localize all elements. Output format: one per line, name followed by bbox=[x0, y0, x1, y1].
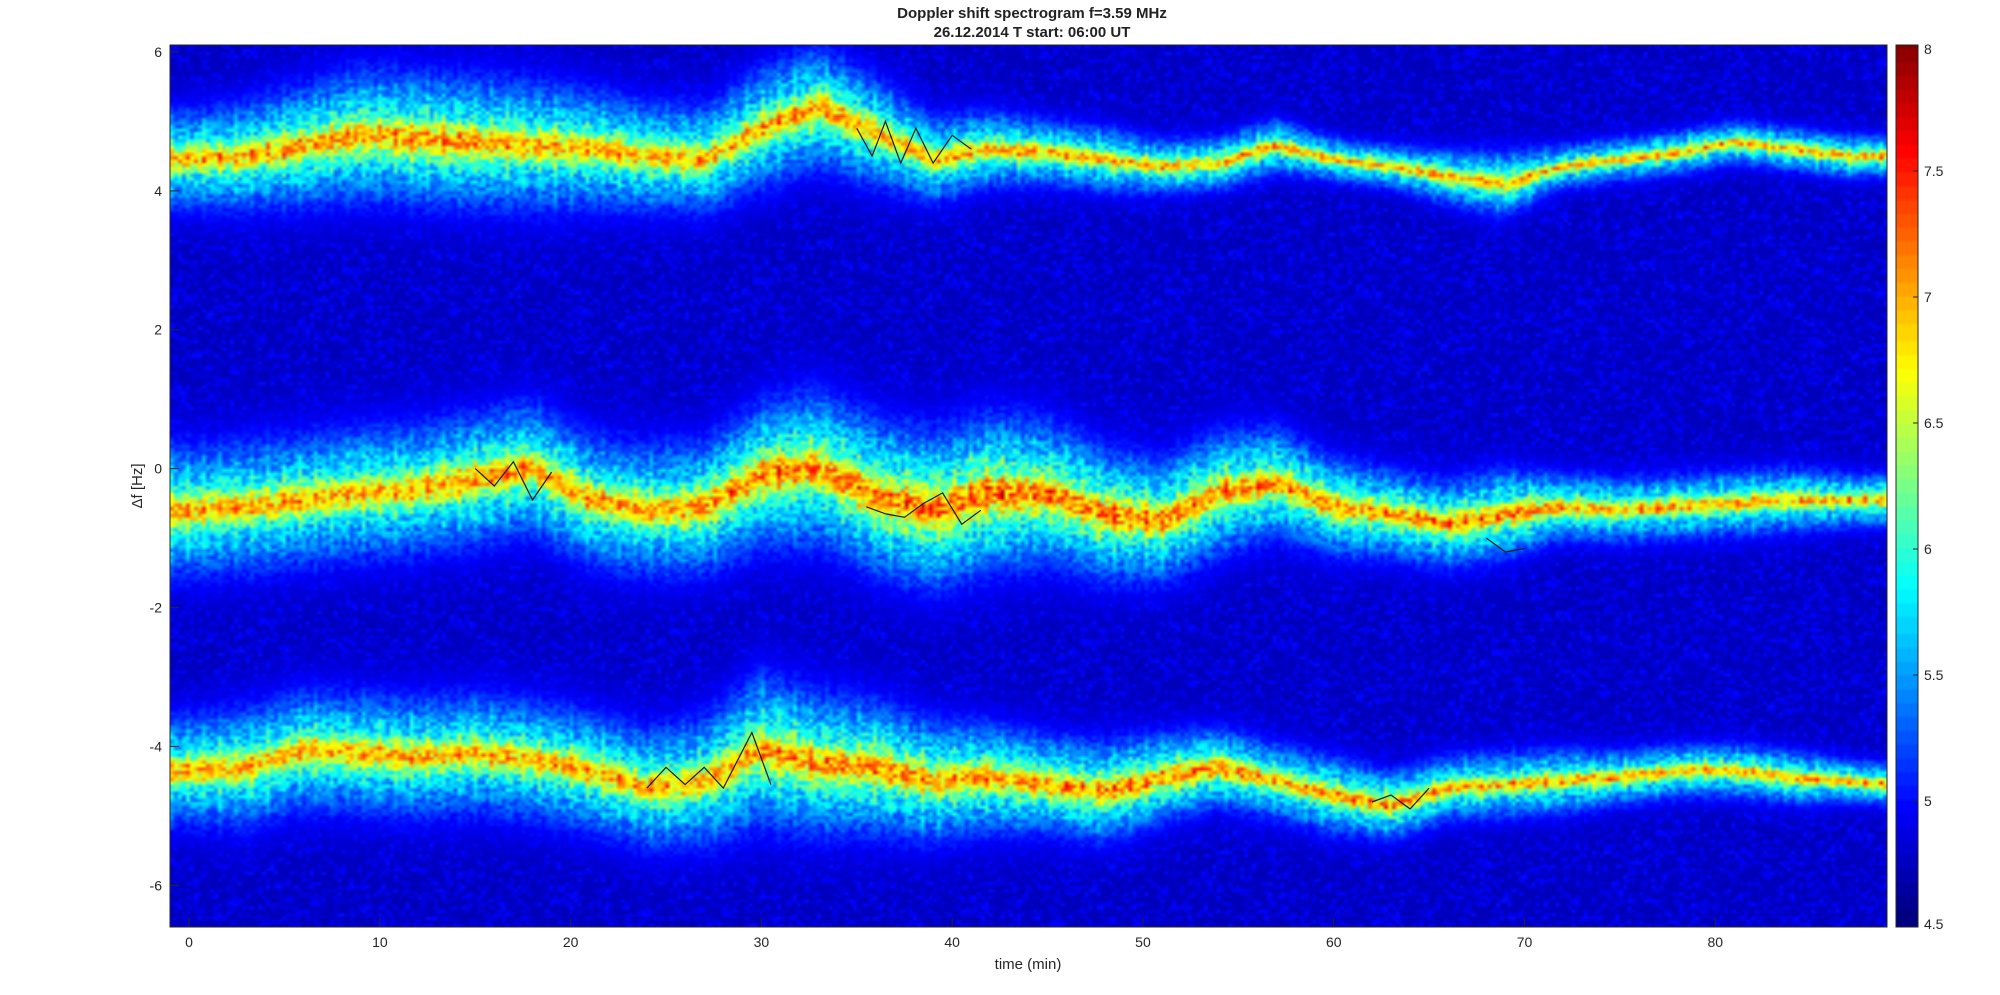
x-tick-label: 50 bbox=[1135, 934, 1151, 950]
colorbar-gradient bbox=[1896, 45, 1918, 927]
y-tick-label: 6 bbox=[154, 44, 162, 60]
x-tick-label: 10 bbox=[372, 934, 388, 950]
colorbar-tick-label: 8 bbox=[1924, 41, 1932, 57]
tracked-trace-2 bbox=[866, 492, 982, 526]
x-tick-label: 80 bbox=[1708, 934, 1724, 950]
y-tick-label: 0 bbox=[154, 461, 162, 477]
x-tick-label: 40 bbox=[944, 934, 960, 950]
y-tick-label: 4 bbox=[154, 183, 162, 199]
tracked-trace-1 bbox=[474, 460, 553, 502]
colorbar-tick-label: 7 bbox=[1924, 289, 1932, 305]
tracked-trace-5 bbox=[1371, 787, 1430, 810]
colorbar-frame bbox=[1895, 44, 1919, 928]
plot-frame bbox=[169, 44, 1888, 928]
x-axis: 0 10 20 30 40 50 60 70 80 bbox=[185, 918, 1723, 950]
colorbar-tick-label: 6 bbox=[1924, 541, 1932, 557]
x-axis-label: time (min) bbox=[995, 956, 1062, 973]
colorbar-tick-label: 5.5 bbox=[1924, 667, 1944, 683]
y-tick-label: 2 bbox=[154, 322, 162, 338]
plot-area bbox=[169, 44, 1888, 928]
colorbar-tick-label: 4.5 bbox=[1924, 916, 1944, 932]
tracked-trace-3 bbox=[1486, 537, 1525, 553]
x-tick-label: 60 bbox=[1326, 934, 1342, 950]
spectrogram-heatmap bbox=[170, 45, 1887, 927]
y-axis-label: Δf [Hz] bbox=[129, 463, 146, 508]
tracked-trace-4 bbox=[646, 731, 772, 790]
chart-title: Doppler shift spectrogram f=3.59 MHz bbox=[897, 5, 1167, 22]
chart-subtitle: 26.12.2014 T start: 06:00 UT bbox=[934, 24, 1131, 41]
x-tick-label: 0 bbox=[185, 934, 193, 950]
y-axis: 6 4 2 0 -2 -4 -6 bbox=[150, 44, 179, 893]
y-tick-label: -6 bbox=[150, 877, 163, 893]
colorbar-tick-label: 5 bbox=[1924, 793, 1932, 809]
colorbar-ticks: 8 7.5 7 6.5 6 5.5 5 4.5 bbox=[1913, 41, 1944, 932]
tracked-doppler-traces bbox=[474, 119, 1525, 810]
colorbar-tick-label: 7.5 bbox=[1924, 163, 1944, 179]
x-tick-label: 20 bbox=[563, 934, 579, 950]
tracked-trace-0 bbox=[856, 119, 972, 165]
colorbar-tick-label: 6.5 bbox=[1924, 415, 1944, 431]
y-tick-label: -4 bbox=[150, 738, 163, 754]
x-tick-label: 70 bbox=[1517, 934, 1533, 950]
x-tick-label: 30 bbox=[754, 934, 770, 950]
y-tick-label: -2 bbox=[150, 600, 163, 616]
colorbar: 8 7.5 7 6.5 6 5.5 5 4.5 bbox=[1895, 41, 1944, 932]
